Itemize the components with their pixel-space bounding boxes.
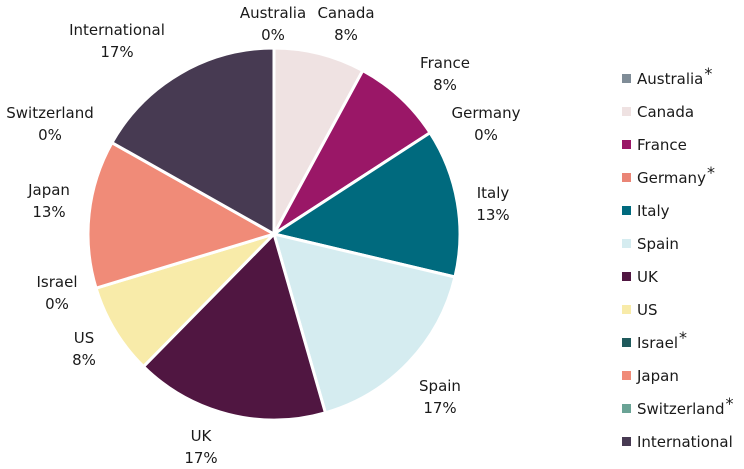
slice-label-name: Canada — [317, 4, 374, 22]
slice-label-switzerland: Switzerland 0% — [6, 104, 94, 144]
slice-us — [94, 232, 276, 369]
slice-label-value: 13% — [476, 206, 509, 224]
slice-label-australia: Australia 0% — [240, 4, 306, 44]
legend: Australia * Canada France Germany * Italy Spain… — [622, 62, 744, 458]
slice-label-uk: UK 17% — [184, 427, 217, 467]
pie-labels: Australia 0% Canada 8% France 8% Germany 0% Ital… — [6, 4, 520, 467]
slice-label-name: Australia — [240, 4, 306, 22]
slice-france — [272, 68, 433, 236]
legend-swatch — [622, 272, 631, 281]
slice-label-value: 17% — [184, 449, 217, 467]
slice-label-value: 8% — [433, 76, 457, 94]
slice-label-name: Germany — [452, 104, 521, 122]
slice-label-international: International 17% — [69, 21, 165, 61]
legend-label: Israel — [637, 333, 678, 352]
legend-item-us: US — [622, 293, 744, 326]
legend-swatch — [622, 338, 631, 347]
legend-swatch — [622, 206, 631, 215]
legend-swatch — [622, 371, 631, 380]
legend-asterisk: * — [679, 328, 687, 347]
legend-label: UK — [637, 267, 658, 286]
slice-label-spain: Spain 17% — [419, 377, 461, 417]
slice-label-value: 13% — [32, 203, 65, 221]
legend-label: France — [637, 135, 687, 154]
legend-item-israel: Israel * — [622, 326, 744, 359]
legend-label: Switzerland — [637, 399, 725, 418]
legend-item-japan: Japan — [622, 359, 744, 392]
legend-label: Italy — [637, 201, 670, 220]
slice-label-name: Switzerland — [6, 104, 94, 122]
legend-swatch — [622, 74, 631, 83]
legend-swatch — [622, 404, 631, 413]
legend-swatch — [622, 107, 631, 116]
slice-label-name: Israel — [37, 273, 78, 291]
slice-label-value: 8% — [334, 26, 358, 44]
legend-label: Australia — [637, 69, 704, 88]
legend-swatch — [622, 437, 631, 446]
slice-japan — [86, 140, 278, 291]
slice-uk — [141, 231, 328, 422]
slice-label-name: US — [74, 329, 95, 347]
legend-item-italy: Italy — [622, 194, 744, 227]
pie-slices — [86, 46, 462, 422]
legend-label: Japan — [637, 366, 679, 385]
legend-asterisk: * — [725, 394, 734, 413]
slice-label-us: US 8% — [72, 329, 96, 369]
legend-asterisk: * — [706, 163, 715, 182]
legend-label: Germany — [637, 168, 706, 187]
slice-canada — [272, 46, 365, 235]
slice-label-name: UK — [191, 427, 213, 445]
slice-label-value: 0% — [38, 126, 62, 144]
legend-asterisk: * — [704, 64, 713, 83]
slice-spain — [271, 231, 457, 415]
legend-label: Canada — [637, 102, 695, 121]
slice-label-italy: Italy 13% — [476, 184, 509, 224]
slice-label-israel: Israel 0% — [37, 273, 78, 313]
slice-label-france: France 8% — [420, 54, 470, 94]
slice-label-canada: Canada 8% — [317, 4, 374, 44]
slice-label-name: Spain — [419, 377, 461, 395]
legend-item-switzerland: Switzerland * — [622, 392, 744, 425]
slice-label-japan: Japan 13% — [27, 181, 70, 221]
legend-label: US — [637, 300, 658, 319]
legend-item-germany: Germany * — [622, 161, 744, 194]
slice-italy — [270, 130, 462, 279]
slice-label-value: 0% — [474, 126, 498, 144]
legend-label: International — [637, 432, 733, 451]
legend-swatch — [622, 305, 631, 314]
slice-label-value: 8% — [72, 351, 96, 369]
legend-item-australia: Australia * — [622, 62, 744, 95]
slice-label-name: Italy — [477, 184, 510, 202]
slice-label-name: France — [420, 54, 470, 72]
slice-label-value: 17% — [100, 43, 133, 61]
legend-swatch — [622, 140, 631, 149]
slice-label-name: International — [69, 21, 165, 39]
legend-item-international: International — [622, 425, 744, 458]
slice-international — [109, 46, 276, 237]
legend-item-france: France — [622, 128, 744, 161]
slice-label-name: Japan — [27, 181, 70, 199]
slice-label-value: 0% — [261, 26, 285, 44]
slice-label-value: 0% — [45, 295, 69, 313]
legend-label: Spain — [637, 234, 679, 253]
legend-item-uk: UK — [622, 260, 744, 293]
legend-item-canada: Canada — [622, 95, 744, 128]
legend-item-spain: Spain — [622, 227, 744, 260]
slice-label-value: 17% — [423, 399, 456, 417]
legend-swatch — [622, 239, 631, 248]
legend-swatch — [622, 173, 631, 182]
slice-label-germany: Germany 0% — [452, 104, 521, 144]
